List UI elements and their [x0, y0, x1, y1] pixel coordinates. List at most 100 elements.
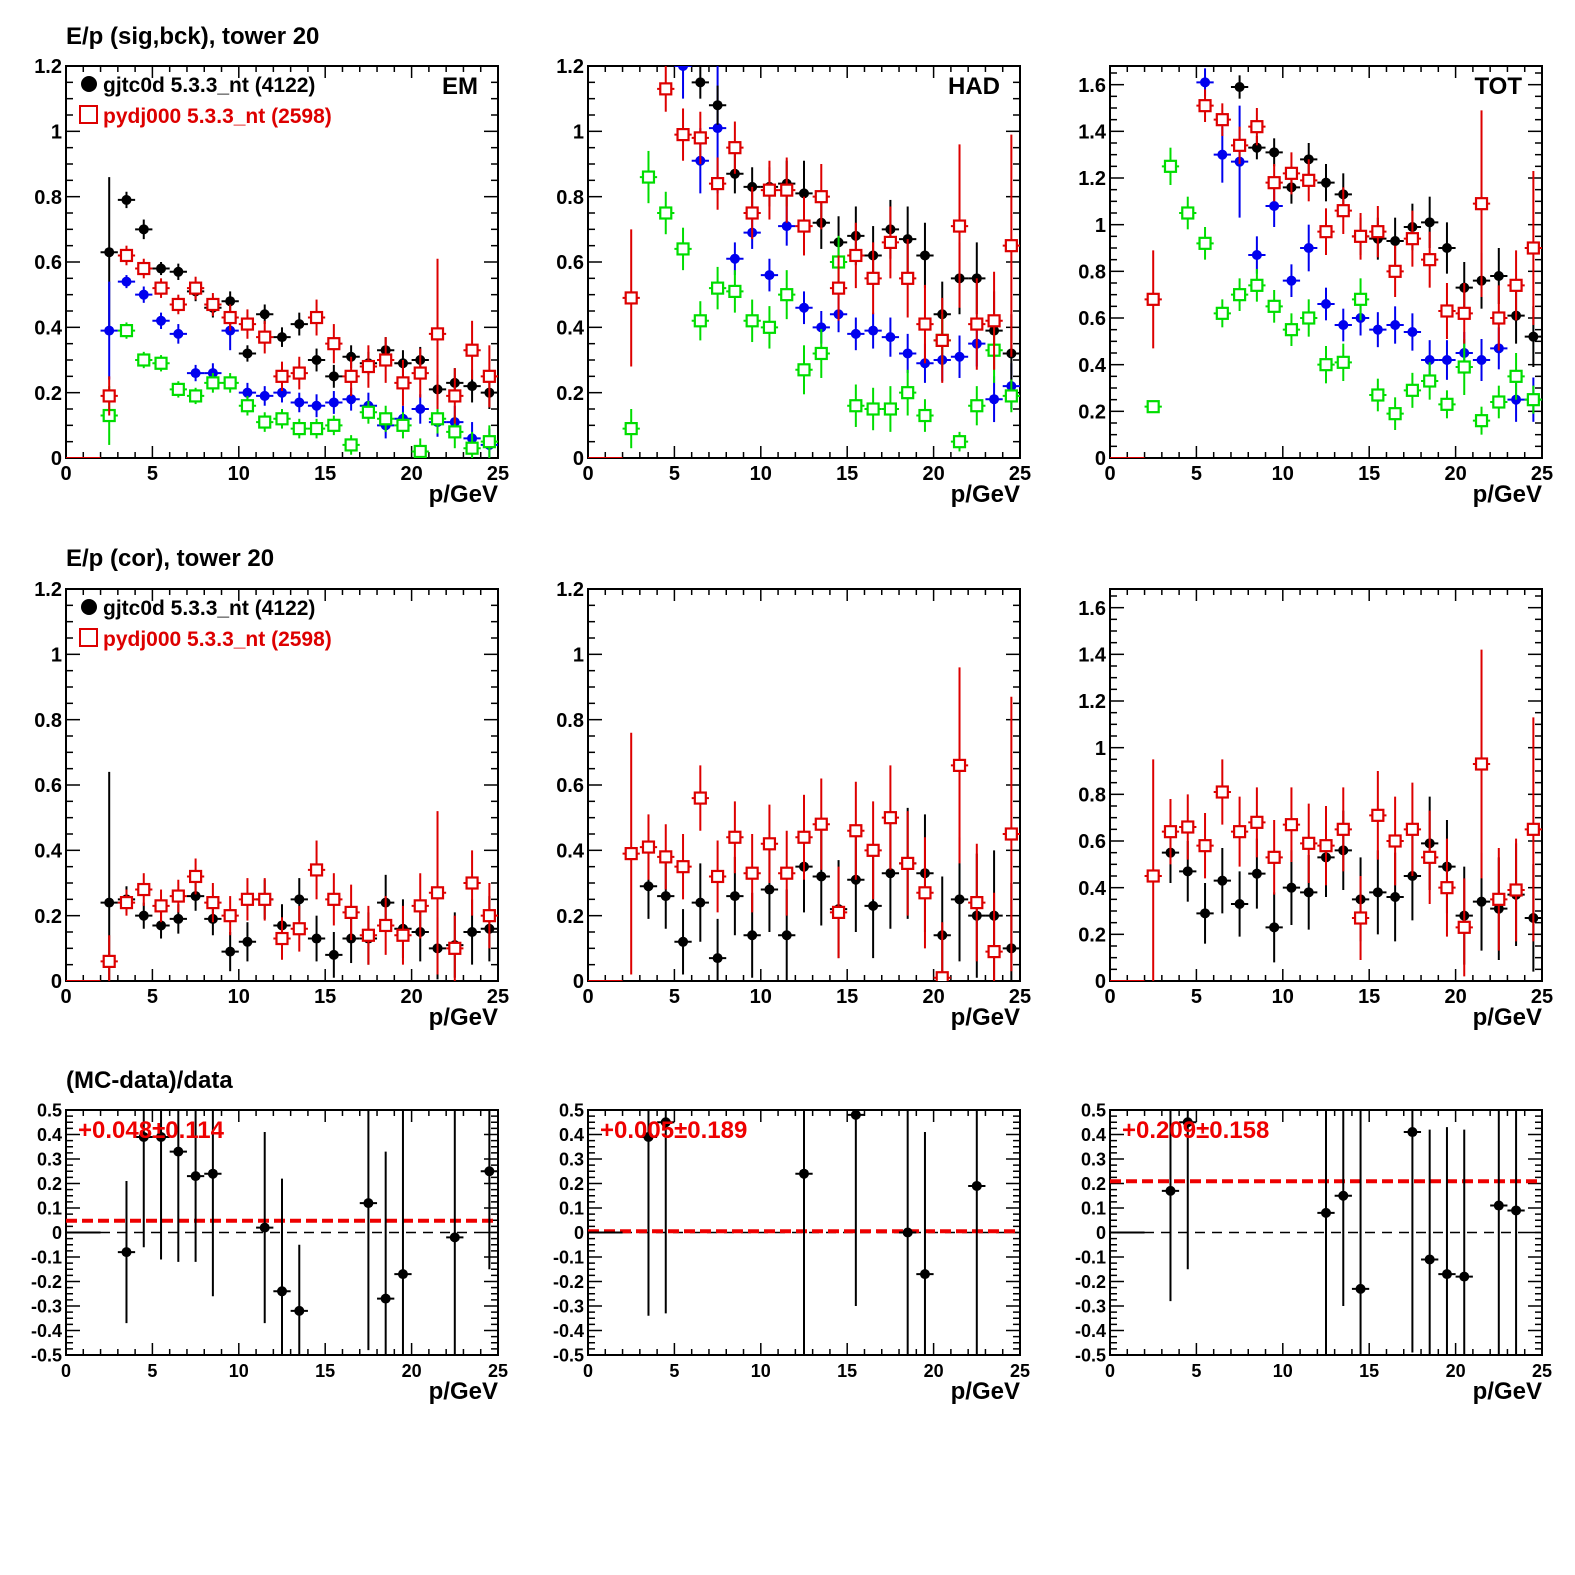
y-tick-label: -0.5	[31, 1345, 62, 1365]
data-point	[394, 905, 412, 965]
marker-filled	[1234, 899, 1245, 909]
marker-filled	[919, 1269, 930, 1280]
y-tick-label: 0.2	[556, 906, 584, 928]
y-tick-label: 0.1	[1081, 1198, 1106, 1218]
data-point	[290, 356, 308, 390]
marker-open	[258, 330, 272, 344]
data-point	[1472, 649, 1491, 879]
data-point	[325, 324, 343, 364]
data-layer	[588, 66, 1020, 458]
data-point	[1265, 164, 1283, 202]
data-point	[795, 196, 813, 256]
marker-open	[745, 206, 759, 220]
y-tick-label: 1	[573, 645, 584, 667]
data-point	[307, 418, 326, 439]
marker-open	[171, 297, 185, 312]
data-point	[881, 386, 900, 432]
marker-open	[1371, 808, 1385, 822]
x-tick-label: 0	[60, 463, 71, 485]
data-point	[186, 858, 205, 895]
data-point	[204, 883, 222, 923]
data-point	[795, 345, 813, 395]
y-tick-label: 0	[1095, 971, 1106, 993]
data-point	[916, 399, 934, 432]
data-point	[186, 387, 205, 405]
marker-open	[309, 310, 324, 325]
data-point	[1300, 803, 1318, 883]
marker-open	[866, 402, 880, 416]
data-point	[480, 883, 498, 949]
data-point	[1196, 883, 1214, 944]
data-point	[674, 227, 692, 271]
data-point	[221, 932, 239, 972]
y-tick-label: 0.6	[1078, 831, 1106, 853]
data-point	[1317, 806, 1335, 886]
y-tick-label: 0.8	[1078, 785, 1106, 807]
marker-open	[413, 366, 427, 380]
y-tick-label: 0.4	[556, 841, 585, 863]
y-tick-label: -0.5	[553, 1345, 584, 1365]
data-point	[760, 160, 779, 220]
data-point	[359, 345, 378, 388]
plot-frame	[1109, 65, 1543, 459]
x-tick-label: 5	[147, 1361, 157, 1381]
marker-filled	[1511, 1205, 1522, 1216]
data-point	[169, 1110, 187, 1262]
x-tick-label: 5	[1191, 986, 1202, 1008]
marker-filled	[190, 368, 201, 379]
marker-open	[1163, 825, 1178, 839]
marker-open	[275, 931, 289, 946]
data-point	[1421, 362, 1439, 400]
data-point	[169, 879, 187, 913]
y-tick-label: -0.4	[553, 1321, 584, 1341]
data-point	[135, 258, 153, 279]
marker-open	[970, 895, 984, 910]
x-tick-label: 0	[583, 1361, 593, 1381]
data-point	[204, 293, 222, 316]
marker-open	[814, 346, 828, 361]
data-point	[985, 376, 1003, 423]
marker-open	[745, 314, 759, 328]
data-point	[273, 409, 291, 429]
marker-open	[344, 369, 358, 383]
marker-filled	[1390, 320, 1401, 330]
marker-open	[849, 824, 863, 838]
x-tick-label: 20	[1444, 986, 1466, 1008]
y-tick-label: 0	[1096, 1223, 1106, 1243]
data-point	[1507, 250, 1525, 321]
x-tick-label: 20	[402, 1361, 422, 1381]
marker-open	[624, 422, 638, 436]
x-axis-label: p/GeV	[951, 1378, 1020, 1405]
marker-filled	[138, 910, 149, 921]
legend-mc-marker	[79, 105, 98, 124]
y-tick-label: 0.8	[34, 187, 62, 209]
marker-open	[465, 441, 479, 455]
marker-filled	[1476, 896, 1487, 907]
marker-open	[396, 376, 410, 390]
marker-open	[1181, 206, 1195, 220]
marker-open	[1146, 869, 1160, 883]
marker-filled	[1251, 250, 1262, 260]
data-point	[100, 771, 118, 981]
data-point	[1351, 213, 1370, 260]
marker-filled	[467, 927, 478, 937]
data-point	[1455, 878, 1473, 977]
marker-filled	[799, 1168, 809, 1179]
data-point	[307, 840, 326, 900]
marker-open	[1474, 197, 1489, 211]
marker-open	[154, 356, 168, 370]
data-point	[691, 863, 709, 942]
data-point	[169, 263, 187, 280]
marker-filled	[415, 404, 426, 414]
marker-open	[379, 412, 393, 426]
marker-filled	[1165, 1185, 1176, 1196]
plot-em-cor: 0 5 10 15 20 25 0 0.2 0.4 0.6 0.8 1 1.2 p/GeV	[34, 579, 509, 1031]
marker-open	[189, 869, 203, 884]
marker-open	[1267, 299, 1281, 313]
y-tick-label: -0.3	[553, 1296, 584, 1316]
data-point	[1490, 848, 1508, 951]
y-tick-label: 0.1	[559, 1198, 584, 1218]
data-point	[411, 873, 429, 939]
data-point	[743, 186, 761, 240]
